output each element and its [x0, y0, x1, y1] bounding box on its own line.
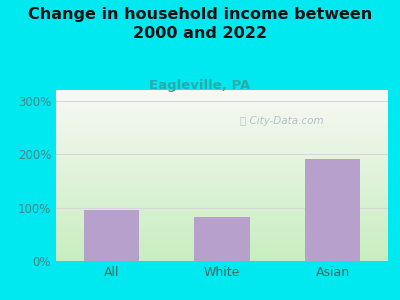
Text: Change in household income between
2000 and 2022: Change in household income between 2000 … [28, 8, 372, 41]
Text: ⓘ City-Data.com: ⓘ City-Data.com [240, 116, 324, 126]
Bar [84, 210, 139, 261]
Text: Eagleville, PA: Eagleville, PA [149, 80, 251, 92]
Bar [305, 159, 360, 261]
Bar [194, 217, 250, 261]
